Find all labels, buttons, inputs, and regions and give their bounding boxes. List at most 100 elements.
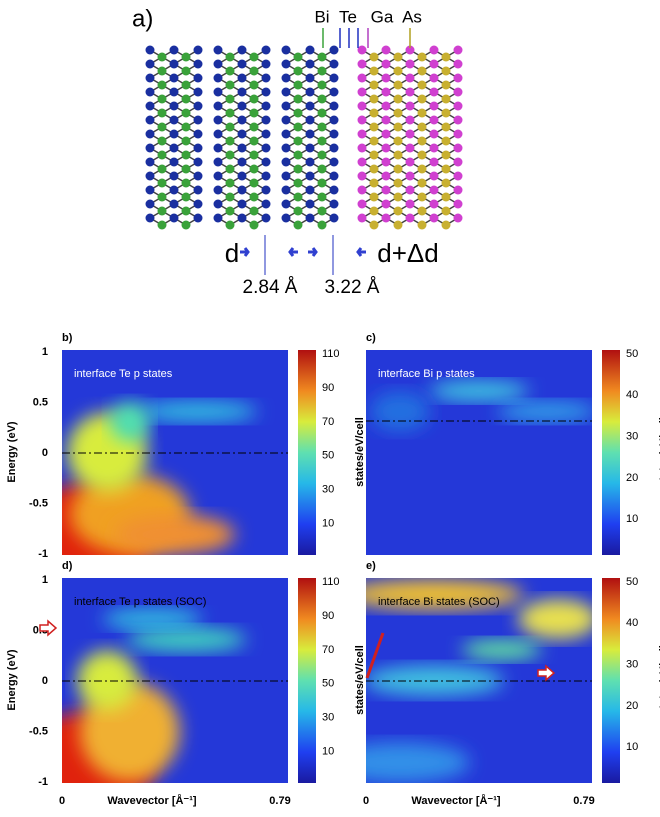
panel-title: interface Te p states (SOC) [74,596,206,608]
heatmap-blob [366,579,524,610]
atom [293,178,303,188]
atom [317,150,327,160]
atom [417,206,427,216]
atom [249,52,259,62]
colorbar-tick-label: 10 [626,741,638,753]
atom [237,73,247,83]
atom [169,59,179,69]
atom [317,80,327,90]
atom [157,220,167,230]
atom [193,213,203,223]
atom [453,143,463,153]
colorbar-tick-label: 110 [322,576,340,588]
y-tick-label: -1 [38,548,48,560]
atom [193,129,203,139]
element-label: Bi [314,7,329,26]
atom [329,73,339,83]
x-tick-label: 0.79 [573,795,594,807]
colorbar [602,578,620,783]
atom [181,164,191,174]
atom [405,199,415,209]
atom [305,59,315,69]
atom [405,73,415,83]
atom [281,73,291,83]
atom [453,129,463,139]
atom [453,213,463,223]
atom [357,157,367,167]
atom [145,73,155,83]
heatmap-blob [369,391,430,432]
heatmap-blob [102,609,203,629]
atom [261,101,271,111]
atom [249,164,259,174]
colorbar-tick-label: 90 [322,382,334,394]
lattice [145,45,463,230]
panel-label: d) [62,560,73,572]
atom [213,129,223,139]
atom [225,66,235,76]
atom [429,171,439,181]
atom [157,94,167,104]
atom [441,136,451,146]
atom [417,52,427,62]
colorbar-tick-label: 30 [322,712,334,724]
atom [317,164,327,174]
atom [405,129,415,139]
atom [157,136,167,146]
atom [305,129,315,139]
atom [357,129,367,139]
atom [405,157,415,167]
x-tick-label: 0 [363,795,369,807]
atom [169,73,179,83]
panel-label: e) [366,560,376,572]
atom [281,171,291,181]
atom [405,45,415,55]
atom [293,220,303,230]
atom [441,178,451,188]
x-axis-label: Wavevector [Å⁻¹] [411,794,500,807]
distance-value: 3.22 Å [325,277,380,298]
element-label: Te [339,7,357,26]
atom [393,108,403,118]
atom [193,199,203,209]
atom [213,199,223,209]
atom [393,164,403,174]
atom [369,80,379,90]
atom [169,213,179,223]
atom [213,143,223,153]
atom [405,185,415,195]
atom [305,73,315,83]
atom [145,59,155,69]
atom [169,143,179,153]
atom [393,122,403,132]
atom [213,185,223,195]
atom [357,45,367,55]
atom [237,45,247,55]
atom [261,73,271,83]
arrow [288,247,298,257]
y-tick-label: 0.5 [33,396,48,408]
atom [293,94,303,104]
atom [429,101,439,111]
atom [237,101,247,111]
arrow [240,247,250,257]
atom [429,199,439,209]
atom [237,87,247,97]
atom [193,59,203,69]
atom [369,164,379,174]
atom [405,101,415,111]
heatmap-blob [109,401,150,442]
heatmap [62,578,288,783]
y-tick-label: 0 [42,675,48,687]
atom [213,157,223,167]
atom [261,185,271,195]
y-tick-label: -1 [38,776,48,788]
atom [293,136,303,146]
colorbar-label: states/eV/cell [354,645,366,715]
atom [225,52,235,62]
atom [369,52,379,62]
atom [405,115,415,125]
atom [405,59,415,69]
atom [369,150,379,160]
atom [381,59,391,69]
